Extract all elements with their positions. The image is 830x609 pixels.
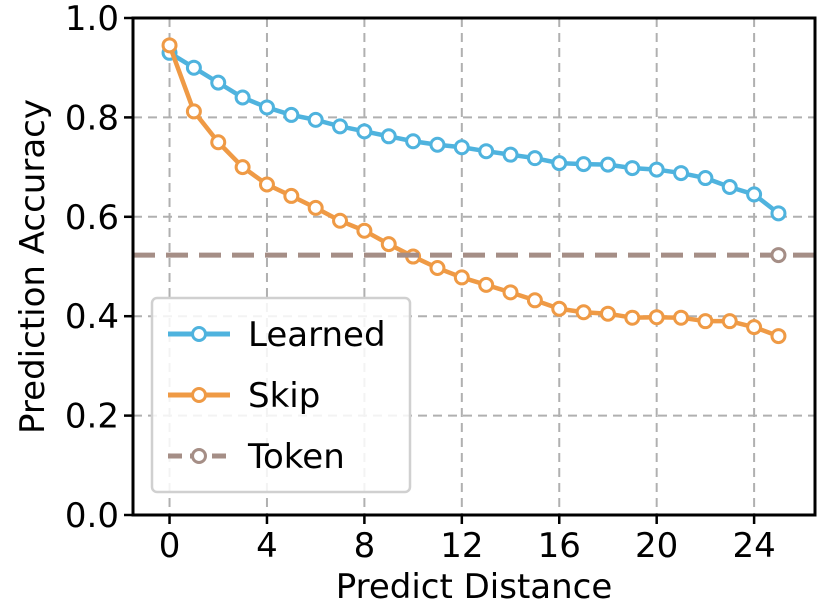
series-learned-point (526, 150, 543, 167)
x-tick-label: 20 (635, 526, 678, 566)
series-learned-point (551, 155, 568, 172)
series-learned-point (405, 133, 422, 150)
x-tick-label: 16 (538, 526, 581, 566)
series-learned-point (332, 118, 349, 135)
x-tick-label: 4 (256, 526, 278, 566)
series-learned-point (258, 99, 275, 116)
series-learned-point (453, 139, 470, 156)
series-skip-point (746, 319, 763, 336)
series-token-point (770, 247, 787, 264)
series-skip-point (478, 276, 495, 293)
x-tick-label: 8 (354, 526, 376, 566)
series-skip-point (575, 304, 592, 321)
legend-marker-learned (191, 326, 207, 342)
series-learned-point (210, 74, 227, 91)
series-learned-point (673, 165, 690, 182)
series-skip-point (770, 328, 787, 345)
series-skip-point (648, 309, 665, 326)
legend-label-skip: Skip (248, 376, 320, 416)
y-tick-label: 0.8 (65, 98, 119, 138)
series-learned-point (599, 156, 616, 173)
series-learned-point (648, 161, 665, 178)
series-learned-point (575, 156, 592, 173)
legend-box (150, 296, 412, 494)
series-learned-point (746, 186, 763, 203)
x-tick-label: 12 (440, 526, 483, 566)
series-layer (133, 37, 815, 345)
y-tick-label: 0.6 (65, 198, 119, 238)
series-skip-point (721, 313, 738, 330)
series-skip-line (167, 44, 780, 339)
series-learned-point (307, 111, 324, 128)
series-learned-point (502, 146, 519, 163)
series-learned-point (429, 136, 446, 153)
series-skip-point (551, 300, 568, 317)
series-skip-point (697, 313, 714, 330)
legend-label-token: Token (247, 437, 345, 477)
y-tick-label: 0.4 (65, 297, 119, 337)
series-learned-point (283, 106, 300, 123)
series-skip-point (624, 309, 641, 326)
series-skip-point (332, 212, 349, 229)
x-tick-label: 0 (159, 526, 181, 566)
series-skip-point (429, 259, 446, 276)
axes-frame (131, 16, 817, 517)
series-learned-point (697, 170, 714, 187)
series-learned-point (380, 128, 397, 145)
series-skip-point (258, 176, 275, 193)
series-skip-point (161, 37, 178, 54)
series-skip-point (234, 159, 251, 176)
series-skip-point (356, 222, 373, 239)
series-skip-point (502, 284, 519, 301)
x-axis-label: Predict Distance (336, 567, 613, 607)
y-tick-label: 0.2 (65, 397, 119, 437)
series-skip-point (526, 292, 543, 309)
x-tick-label: 24 (732, 526, 775, 566)
series-skip-point (283, 187, 300, 204)
series-learned-point (478, 143, 495, 160)
series-skip-point (453, 269, 470, 286)
series-learned-point (185, 59, 202, 76)
legend: Learned Skip Token (150, 296, 412, 494)
series-learned-point (356, 123, 373, 140)
series-learned-point (624, 160, 641, 177)
series-learned-point (721, 178, 738, 195)
legend-label-learned: Learned (248, 315, 386, 355)
y-tick-label: 1.0 (65, 0, 119, 39)
y-tick-label: 0.0 (65, 496, 119, 536)
series-skip-point (210, 134, 227, 151)
legend-marker-token (191, 448, 207, 464)
series-learned-point (234, 89, 251, 106)
series-skip-point (673, 309, 690, 326)
legend-marker-skip (191, 387, 207, 403)
y-axis-label: Prediction Accuracy (13, 99, 53, 434)
series-skip-point (599, 305, 616, 322)
ticks: 0 4 8 12 16 20 24 0.0 0.2 0.4 0.6 0.8 1.0 (65, 0, 776, 566)
series-skip-point (307, 199, 324, 216)
series-skip-point (185, 103, 202, 120)
series-skip-point (380, 236, 397, 253)
series-learned-point (770, 205, 787, 222)
